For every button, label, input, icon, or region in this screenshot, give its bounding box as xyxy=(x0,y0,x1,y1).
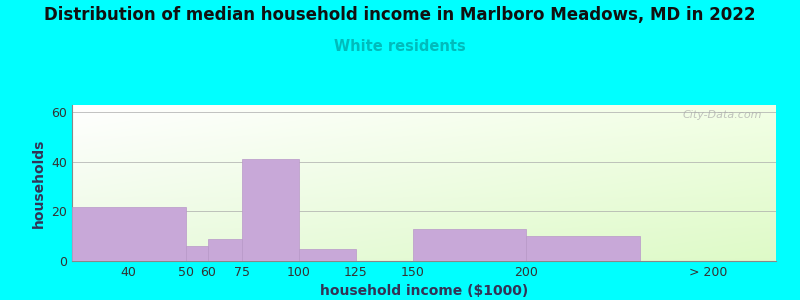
Bar xyxy=(526,236,640,261)
Y-axis label: households: households xyxy=(32,138,46,228)
Text: City-Data.com: City-Data.com xyxy=(682,110,762,120)
Text: White residents: White residents xyxy=(334,39,466,54)
Bar xyxy=(186,246,208,261)
Text: Distribution of median household income in Marlboro Meadows, MD in 2022: Distribution of median household income … xyxy=(44,6,756,24)
X-axis label: household income ($1000): household income ($1000) xyxy=(320,284,528,298)
Bar xyxy=(242,160,299,261)
Bar xyxy=(208,239,242,261)
Bar xyxy=(413,229,526,261)
Bar xyxy=(299,249,356,261)
Bar xyxy=(72,206,186,261)
